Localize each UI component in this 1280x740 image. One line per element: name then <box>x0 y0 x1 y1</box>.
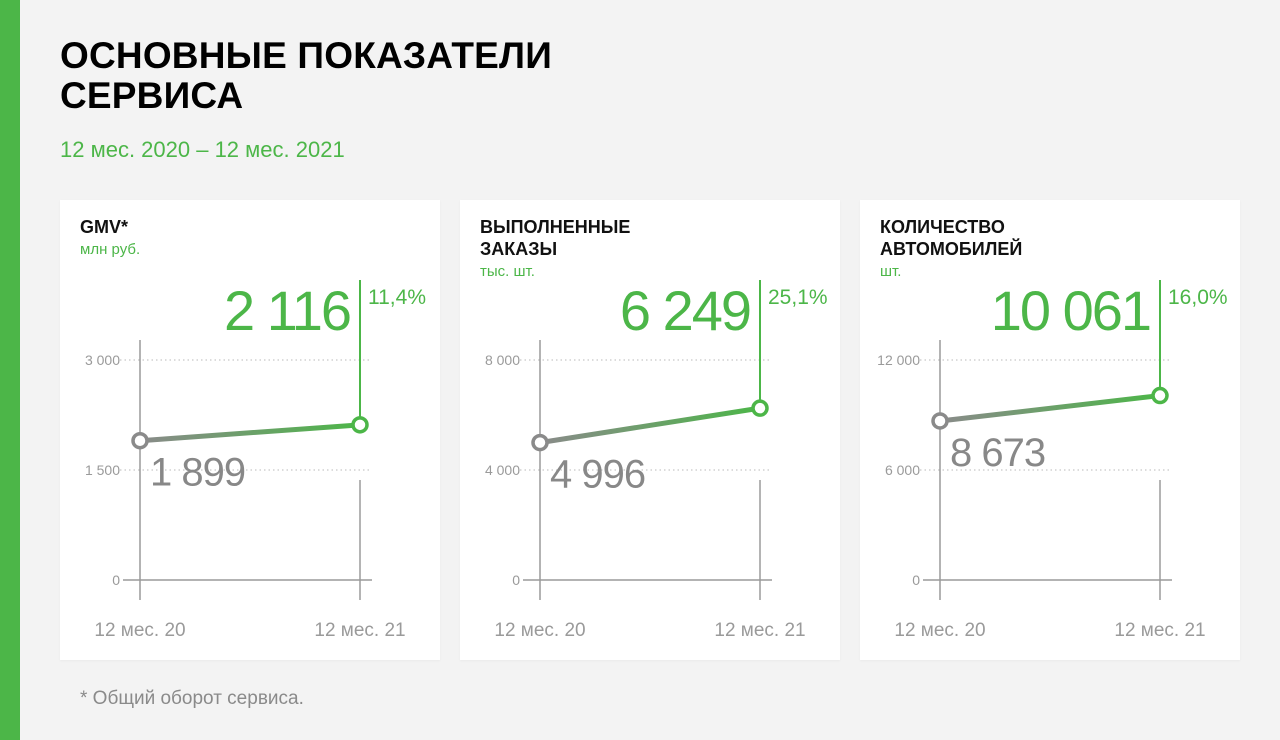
gmv-chart: 0 1 500 3 000 1 899 2 116 11,4% 12 мес. 20 12 м… <box>85 279 426 641</box>
x-tick-label: 12 мес. 21 <box>714 620 805 641</box>
start-value-label: 4 996 <box>550 453 645 497</box>
series-line <box>537 405 763 446</box>
accent-bar <box>0 0 20 740</box>
x-tick-label: 12 мес. 20 <box>494 620 585 641</box>
end-value-label: 2 116 <box>224 279 350 342</box>
page-title: ОСНОВНЫЕ ПОКАЗАТЕЛИ СЕРВИСА <box>60 35 552 116</box>
card-title: КОЛИЧЕСТВО АВТОМОБИЛЕЙ <box>880 217 1023 259</box>
data-point-end <box>1151 386 1169 405</box>
x-tick-label: 12 мес. 21 <box>314 620 405 641</box>
y-tick-label: 0 <box>112 572 120 588</box>
period-subtitle: 12 мес. 2020 – 12 мес. 2021 <box>60 137 345 162</box>
orders-card: ВЫПОЛНЕННЫЕ ЗАКАЗЫ тыс. шт. 0 4 000 8 000 4… <box>460 200 840 660</box>
data-point-start <box>131 431 149 450</box>
x-tick-label: 12 мес. 20 <box>94 620 185 641</box>
y-tick-label: 4 000 <box>485 462 520 478</box>
end-value-label: 10 061 <box>991 279 1150 342</box>
y-tick-label: 0 <box>512 572 520 588</box>
change-percent-label: 16,0% <box>1168 286 1228 309</box>
gmv-card: GMV* млн руб. 0 1 500 3 000 1 899 2 116 11,4%… <box>60 200 440 660</box>
card-title: ВЫПОЛНЕННЫЕ ЗАКАЗЫ <box>480 217 631 259</box>
card-unit: шт. <box>880 263 902 280</box>
cars-chart: 0 6 000 12 000 8 673 10 061 16,0% 12 мес. 20 12… <box>877 279 1228 641</box>
card-unit: млн руб. <box>80 241 141 258</box>
x-tick-label: 12 мес. 21 <box>1114 620 1205 641</box>
y-tick-label: 0 <box>912 572 920 588</box>
change-percent-label: 11,4% <box>368 286 426 309</box>
x-tick-label: 12 мес. 20 <box>894 620 985 641</box>
start-value-label: 1 899 <box>150 451 245 495</box>
y-tick-label: 6 000 <box>885 462 920 478</box>
footnote: * Общий оборот сервиса. <box>80 688 304 709</box>
y-tick-label: 3 000 <box>85 352 120 368</box>
end-value-label: 6 249 <box>620 279 750 342</box>
y-tick-label: 8 000 <box>485 352 520 368</box>
card-unit: тыс. шт. <box>480 263 535 280</box>
y-tick-label: 1 500 <box>85 462 120 478</box>
series-line <box>137 422 363 444</box>
data-point-end <box>751 399 769 417</box>
cars-card: КОЛИЧЕСТВО АВТОМОБИЛЕЙ шт. 0 6 000 12 000 8… <box>860 200 1240 660</box>
y-tick-label: 12 000 <box>877 352 920 368</box>
data-point-start <box>931 412 949 430</box>
start-value-label: 8 673 <box>950 431 1045 475</box>
series-line <box>937 393 1163 424</box>
card-title: GMV* <box>80 217 129 237</box>
data-point-end <box>351 416 369 434</box>
change-percent-label: 25,1% <box>768 286 828 309</box>
orders-chart: 0 4 000 8 000 4 996 6 249 25,1% 12 мес. 20 12 м… <box>485 279 828 641</box>
data-point-start <box>531 433 549 452</box>
